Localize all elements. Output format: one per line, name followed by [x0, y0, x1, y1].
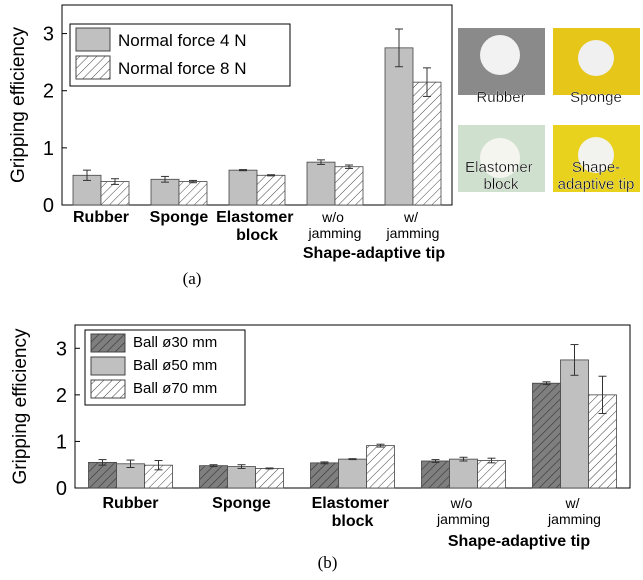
error-bar: [423, 67, 431, 97]
legend-swatch: [75, 55, 111, 80]
y-tick-label: 1: [56, 431, 67, 453]
bar: [255, 468, 284, 489]
legend-swatch: [90, 356, 126, 376]
bar: [421, 460, 450, 489]
x-tick-label: Sponge: [212, 495, 271, 512]
caption: (a): [183, 269, 202, 288]
y-tick-label: 0: [56, 478, 67, 500]
bar: [477, 460, 506, 489]
error-bar: [98, 459, 107, 466]
error-bar: [126, 459, 135, 469]
bar: [178, 181, 208, 206]
bar: [227, 466, 256, 489]
bar: [334, 166, 364, 206]
error-bar: [239, 169, 247, 172]
bar: [310, 462, 339, 489]
error-bar: [83, 169, 91, 181]
error-bar: [487, 457, 496, 464]
legend-swatch: [90, 333, 126, 353]
caption: (b): [318, 553, 338, 572]
x-tick-label: w/o jamming: [436, 495, 490, 527]
y-tick-label: 1: [43, 138, 54, 160]
error-bar: [154, 460, 163, 471]
error-bar: [376, 443, 385, 448]
photo-label: Shape-adaptive tip: [558, 159, 635, 193]
y-axis-title: Gripping efficiency: [8, 27, 29, 183]
y-axis-title: Gripping efficiency: [10, 328, 31, 484]
group-label: Shape-adaptive tip: [448, 533, 590, 550]
bar: [150, 178, 180, 206]
photo-label: Rubber: [476, 89, 525, 106]
error-bar: [237, 464, 246, 469]
legend-label: Normal force 4 N: [118, 31, 246, 50]
bar: [449, 458, 478, 489]
x-tick-label: Elastomer block: [216, 209, 298, 244]
legend-label: Normal force 8 N: [118, 59, 246, 78]
error-bar: [395, 28, 403, 68]
bar: [228, 169, 258, 206]
group-label: Shape-adaptive tip: [303, 245, 445, 262]
bar: [199, 465, 228, 489]
error-bar: [265, 467, 274, 470]
error-bar: [161, 175, 169, 183]
x-tick-label: Rubber: [103, 495, 159, 512]
photos: [458, 28, 640, 192]
x-tick-label: w/o jamming: [308, 209, 362, 241]
error-bar: [267, 174, 275, 177]
error-bar: [431, 459, 440, 463]
legend-label: Ball ø50 mm: [133, 357, 217, 374]
legend-swatch: [90, 379, 126, 399]
y-tick-label: 3: [43, 24, 54, 46]
error-bar: [317, 159, 325, 165]
bar: [412, 81, 442, 206]
bar: [100, 181, 130, 206]
x-tick-label: Elastomer block: [312, 495, 394, 530]
y-tick-label: 2: [43, 81, 54, 103]
y-tick-label: 2: [56, 385, 67, 407]
error-bar: [189, 179, 197, 184]
bar: [306, 161, 336, 206]
error-bar: [345, 164, 353, 169]
bar: [366, 445, 395, 489]
error-bar: [570, 344, 579, 376]
photo-label: Sponge: [570, 89, 622, 106]
bar: [532, 382, 561, 489]
error-bar: [209, 464, 218, 468]
error-bar: [320, 461, 329, 465]
bar: [256, 174, 286, 206]
y-tick-label: 3: [56, 338, 67, 360]
legend-swatch: [75, 27, 111, 52]
bar: [338, 458, 367, 489]
x-tick-label: w/ jamming: [547, 495, 601, 527]
error-bar: [111, 178, 119, 185]
bar: [88, 461, 117, 489]
error-bar: [542, 381, 551, 386]
photo-ball: [578, 40, 614, 76]
bar: [384, 47, 414, 206]
x-tick-label: Sponge: [150, 209, 209, 226]
legend-label: Ball ø70 mm: [133, 380, 217, 397]
photo-label: Elastomer block: [465, 159, 537, 193]
error-bar: [348, 458, 357, 461]
x-tick-label: w/ jamming: [386, 209, 440, 241]
bar: [560, 359, 589, 489]
photo-ball: [480, 138, 520, 178]
photo-ball: [578, 137, 614, 173]
error-bar: [459, 456, 468, 462]
y-tick-label: 0: [43, 195, 54, 217]
photo-ball: [480, 35, 520, 75]
x-tick-label: Rubber: [73, 209, 129, 226]
legend-label: Ball ø30 mm: [133, 334, 217, 351]
error-bar: [598, 375, 607, 414]
